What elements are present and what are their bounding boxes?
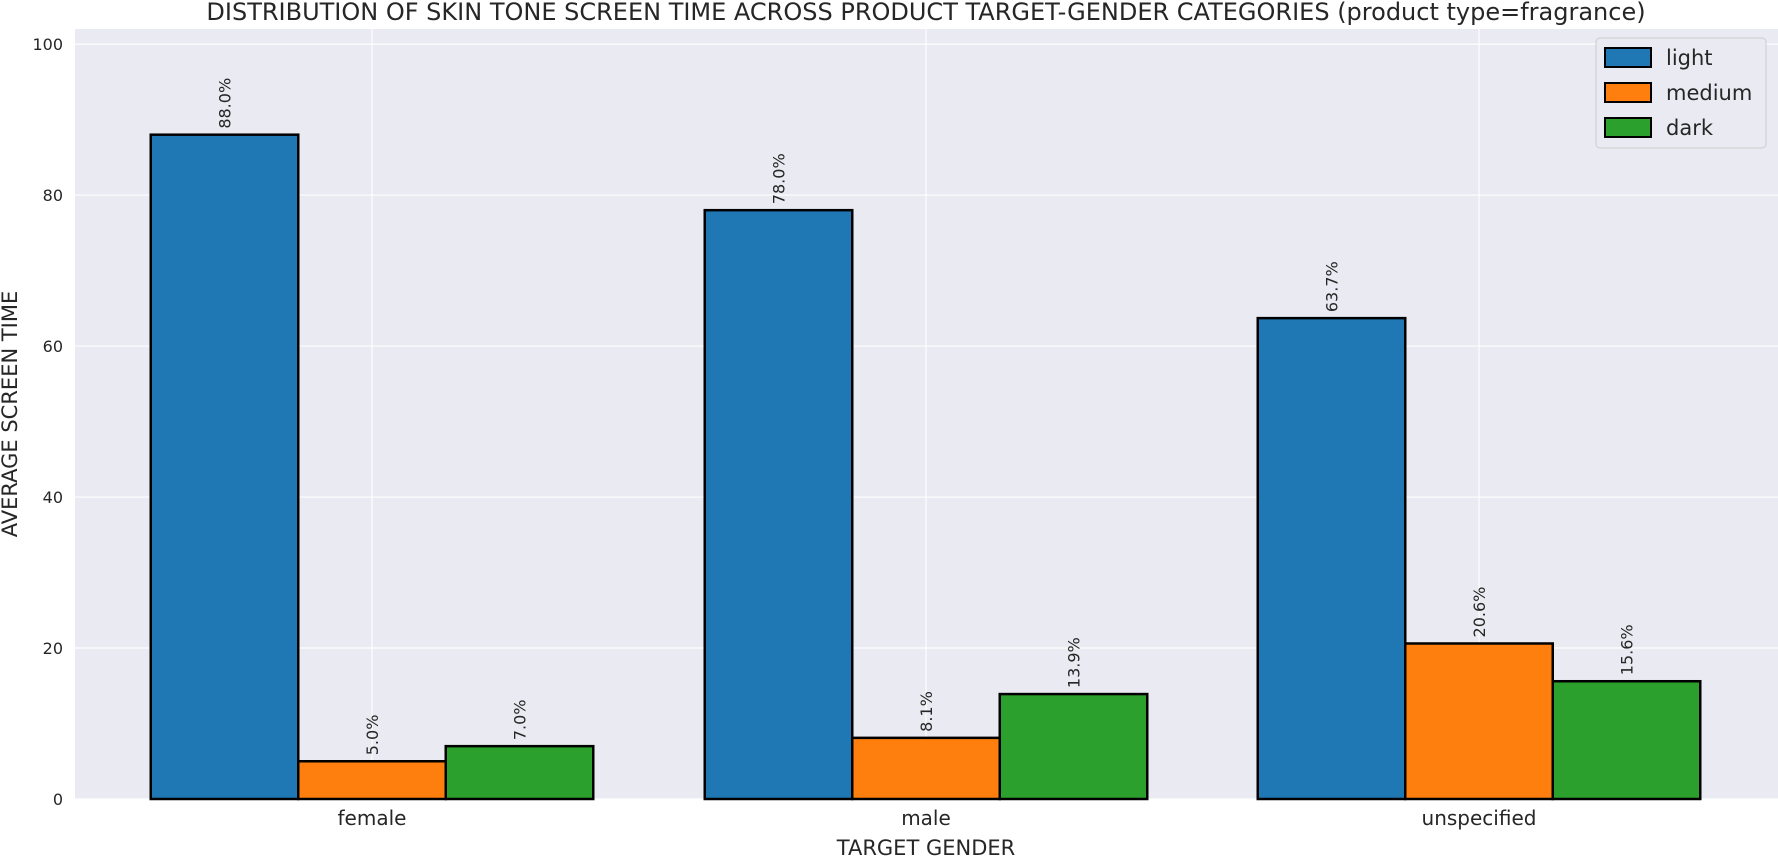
y-axis-ticks: 0 20 40 60 80 100 xyxy=(32,35,63,809)
x-tick-label-female: female xyxy=(338,806,407,830)
data-label-dark-unspecified: 15.6% xyxy=(1618,624,1637,675)
legend-label-medium: medium xyxy=(1666,81,1752,105)
data-label-light-female: 88.0% xyxy=(216,78,235,129)
y-tick-label: 60 xyxy=(43,337,63,356)
y-axis-title: AVERAGE SCREEN TIME xyxy=(0,291,22,538)
bar-dark-female xyxy=(444,744,595,801)
legend-swatch-medium xyxy=(1604,82,1652,103)
bar-light-female xyxy=(149,133,300,801)
bar-light-male xyxy=(703,208,854,801)
bar-dark-male xyxy=(998,692,1149,801)
y-tick-label: 20 xyxy=(43,639,63,658)
x-tick-label-male: male xyxy=(901,806,951,830)
x-axis-ticks: female male unspecified xyxy=(338,806,1537,830)
legend-label-dark: dark xyxy=(1666,116,1714,140)
data-labels: 88.0% 5.0% 7.0% 78.0% 8.1% 13.9% 63.7% 20.6% 15.… xyxy=(216,78,1637,755)
bar-medium-unspecified xyxy=(1404,642,1554,801)
x-tick-label-unspecified: unspecified xyxy=(1422,806,1537,830)
y-tick-label: 40 xyxy=(43,488,63,507)
bar-medium-male xyxy=(851,736,1001,801)
data-label-medium-unspecified: 20.6% xyxy=(1470,587,1489,638)
data-label-light-male: 78.0% xyxy=(770,153,789,204)
bar-light-unspecified xyxy=(1256,316,1407,801)
data-label-dark-male: 13.9% xyxy=(1065,637,1084,688)
data-label-light-unspecified: 63.7% xyxy=(1323,261,1342,312)
x-axis-title: TARGET GENDER xyxy=(836,836,1015,859)
data-label-medium-male: 8.1% xyxy=(917,691,936,732)
legend-label-light: light xyxy=(1666,46,1713,70)
bar-medium-female xyxy=(297,760,447,801)
y-tick-label: 80 xyxy=(43,186,63,205)
data-label-dark-female: 7.0% xyxy=(511,700,530,741)
bar-dark-unspecified xyxy=(1551,679,1702,801)
chart-title: DISTRIBUTION OF SKIN TONE SCREEN TIME AC… xyxy=(206,0,1645,26)
legend-swatch-dark xyxy=(1604,117,1652,138)
legend: light medium dark xyxy=(1595,37,1767,149)
data-label-medium-female: 5.0% xyxy=(363,715,382,756)
y-tick-label: 0 xyxy=(53,790,63,809)
y-tick-label: 100 xyxy=(32,35,63,54)
legend-swatch-light xyxy=(1604,47,1652,68)
bars xyxy=(149,133,1702,801)
